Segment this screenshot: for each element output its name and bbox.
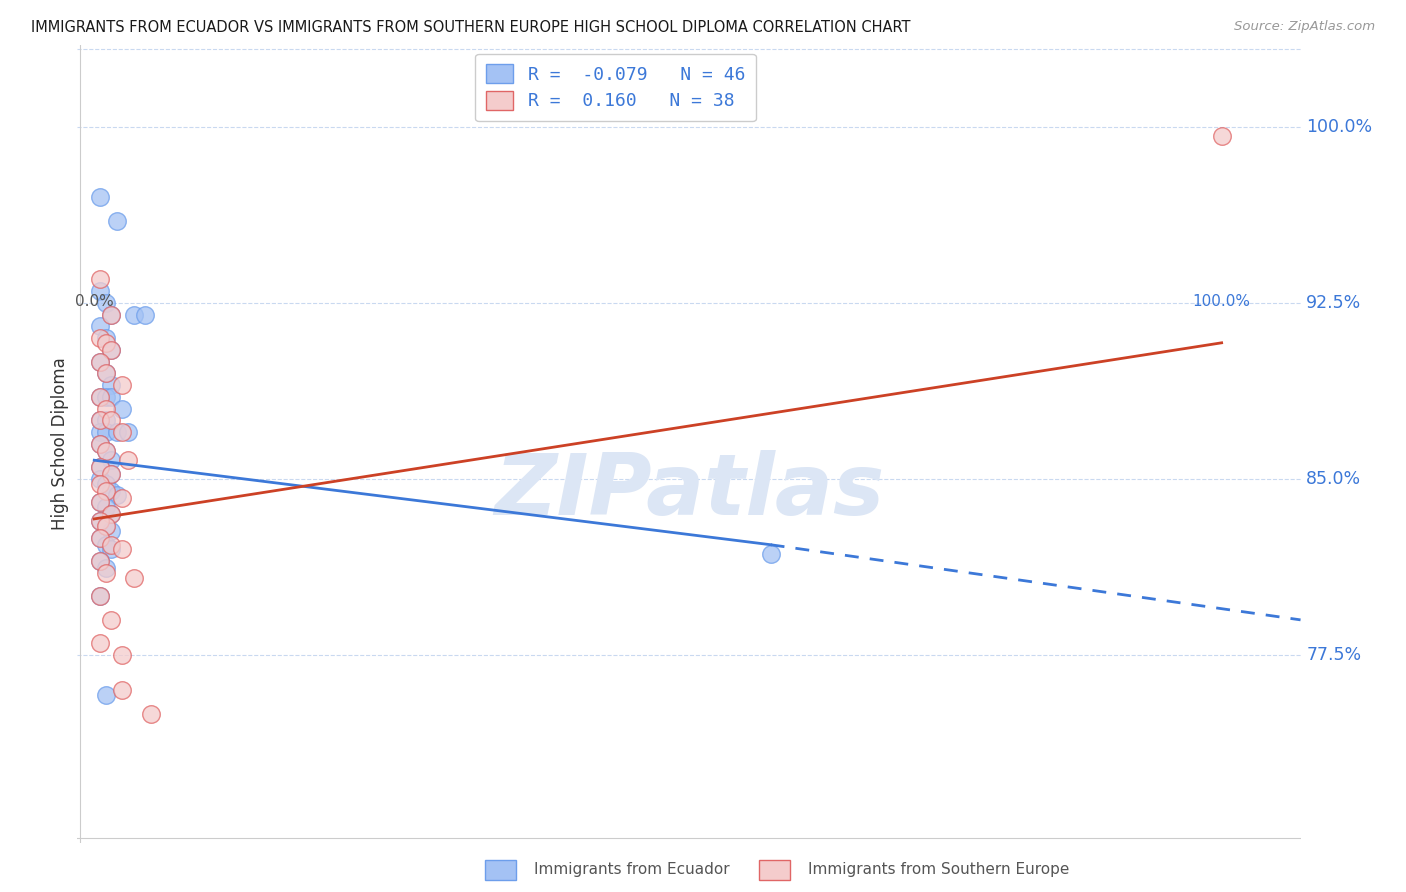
Point	[139, 706, 162, 721]
Point	[94, 413, 117, 427]
Point	[89, 460, 111, 475]
Point	[100, 308, 122, 322]
Point	[89, 354, 111, 368]
Text: ZIPatlas: ZIPatlas	[494, 450, 884, 533]
Point	[100, 483, 122, 498]
Point	[89, 590, 111, 604]
Point	[89, 514, 111, 528]
Point	[100, 390, 122, 404]
Point	[94, 519, 117, 533]
Text: 100.0%: 100.0%	[1306, 118, 1372, 136]
Point	[94, 538, 117, 552]
Point	[111, 401, 134, 416]
Point	[94, 335, 117, 350]
Point	[89, 590, 111, 604]
Point	[94, 566, 117, 580]
Point	[94, 519, 117, 533]
Point	[94, 443, 117, 458]
Point	[94, 476, 117, 491]
Point	[100, 343, 122, 357]
Point	[89, 190, 111, 204]
Point	[89, 554, 111, 568]
Point	[89, 390, 111, 404]
Text: 92.5%: 92.5%	[1306, 293, 1361, 312]
Point	[134, 308, 156, 322]
Point	[111, 542, 134, 557]
Text: 85.0%: 85.0%	[1306, 470, 1361, 488]
Point	[100, 413, 122, 427]
Point	[89, 531, 111, 545]
Point	[105, 425, 128, 439]
Point	[89, 284, 111, 298]
Text: Immigrants from Southern Europe: Immigrants from Southern Europe	[808, 863, 1070, 877]
Point	[111, 491, 134, 505]
Point	[100, 343, 122, 357]
Point	[94, 443, 117, 458]
Text: 77.5%: 77.5%	[1306, 646, 1361, 665]
Point	[89, 636, 111, 650]
Point	[100, 538, 122, 552]
Point	[89, 531, 111, 545]
Point	[100, 542, 122, 557]
Point	[89, 390, 111, 404]
Point	[89, 413, 111, 427]
Point	[89, 495, 111, 509]
Point	[94, 367, 117, 381]
Point	[94, 561, 117, 575]
Point	[94, 367, 117, 381]
Point	[89, 514, 111, 528]
Point	[100, 378, 122, 392]
Point	[122, 308, 145, 322]
Point	[94, 500, 117, 515]
Point	[759, 547, 782, 561]
Y-axis label: High School Diploma: High School Diploma	[51, 358, 69, 530]
Point	[100, 308, 122, 322]
Point	[89, 436, 111, 450]
Point	[89, 425, 111, 439]
Point	[100, 467, 122, 482]
Point	[100, 507, 122, 521]
Point	[94, 331, 117, 345]
Point	[100, 453, 122, 467]
Point	[94, 296, 117, 310]
Point	[89, 476, 111, 491]
Point	[89, 413, 111, 427]
Text: IMMIGRANTS FROM ECUADOR VS IMMIGRANTS FROM SOUTHERN EUROPE HIGH SCHOOL DIPLOMA C: IMMIGRANTS FROM ECUADOR VS IMMIGRANTS FR…	[31, 20, 911, 35]
Point	[94, 390, 117, 404]
Point	[89, 460, 111, 475]
Point	[89, 472, 111, 486]
Text: 100.0%: 100.0%	[1192, 294, 1250, 310]
Point	[89, 495, 111, 509]
Point	[111, 378, 134, 392]
Text: Immigrants from Ecuador: Immigrants from Ecuador	[534, 863, 730, 877]
Point	[111, 425, 134, 439]
Legend: R =  -0.079   N = 46, R =  0.160   N = 38: R = -0.079 N = 46, R = 0.160 N = 38	[475, 54, 756, 121]
Point	[117, 453, 139, 467]
Point	[1211, 129, 1233, 144]
Point	[111, 648, 134, 662]
Point	[100, 467, 122, 482]
Point	[89, 331, 111, 345]
Point	[100, 613, 122, 627]
Point	[105, 213, 128, 227]
Point	[94, 425, 117, 439]
Point	[89, 354, 111, 368]
Text: 0.0%: 0.0%	[75, 294, 114, 310]
Point	[89, 554, 111, 568]
Point	[117, 425, 139, 439]
Point	[122, 571, 145, 585]
Point	[89, 272, 111, 286]
Point	[94, 401, 117, 416]
Point	[111, 683, 134, 698]
Point	[105, 488, 128, 502]
Point	[94, 688, 117, 702]
Point	[100, 507, 122, 521]
Point	[89, 319, 111, 334]
Point	[100, 524, 122, 538]
Text: Source: ZipAtlas.com: Source: ZipAtlas.com	[1234, 20, 1375, 33]
Point	[89, 436, 111, 450]
Point	[94, 483, 117, 498]
